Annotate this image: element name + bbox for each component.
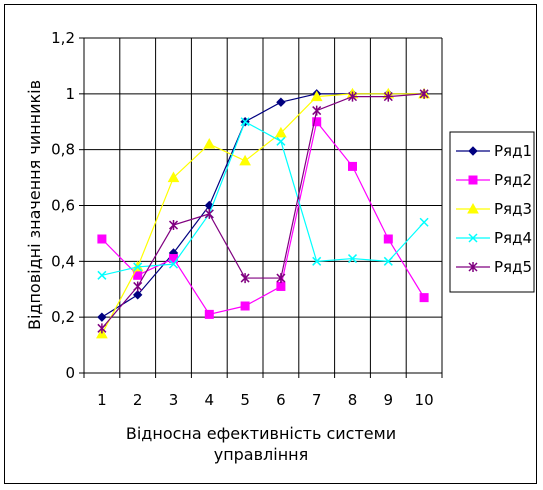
data-point (347, 91, 358, 102)
series-line (101, 120, 425, 276)
y-tick-label: 1 (65, 85, 75, 103)
data-point (383, 256, 393, 266)
data-point (168, 259, 179, 269)
data-point (383, 91, 393, 102)
series-2 (97, 117, 429, 319)
data-point (167, 171, 180, 183)
data-point (168, 220, 179, 231)
legend-item-4: Ряд4 (456, 229, 532, 247)
data-point (96, 327, 108, 339)
x-tick-label: 7 (312, 391, 322, 409)
data-point (240, 117, 250, 127)
legend-item-5: Ряд5 (456, 258, 532, 276)
legend-label: Ряд4 (494, 229, 532, 247)
data-point (97, 323, 107, 334)
legend-label: Ряд5 (494, 258, 532, 276)
x-axis-title-line1: Відносна ефективність системи (126, 424, 396, 443)
data-point (97, 270, 107, 280)
legend-item-3: Ряд3 (456, 200, 532, 218)
x-tick-label: 5 (240, 391, 250, 409)
y-tick-label: 0 (65, 364, 75, 382)
legend-marker (468, 175, 478, 185)
x-tick-label: 10 (415, 391, 434, 409)
legend-box (449, 131, 535, 293)
x-tick-label: 8 (348, 391, 358, 409)
data-point (276, 97, 286, 107)
x-tick-label: 1 (97, 391, 107, 409)
data-point (97, 312, 107, 322)
data-point (97, 234, 107, 244)
data-point (419, 88, 429, 99)
series-line (101, 93, 425, 335)
data-point (383, 234, 393, 244)
data-point (240, 301, 250, 311)
data-point (203, 138, 216, 149)
y-tick-label: 0,8 (51, 141, 75, 159)
data-point (276, 281, 286, 291)
legend-item-1: Ряд1 (456, 142, 532, 160)
data-point (348, 161, 357, 171)
data-point (419, 217, 429, 227)
data-point (132, 290, 143, 300)
legend-marker (468, 233, 478, 243)
axes (79, 37, 443, 378)
legend: Ряд1 Ряд2 Ряд3 Ряд4 Ряд5 (449, 131, 535, 293)
legend-label: Ряд3 (494, 200, 532, 218)
legend-label: Ряд1 (494, 142, 532, 160)
data-point (312, 105, 322, 116)
chart-frame: 0 0,2 0,4 0,6 0,8 1 1,2 1 2 3 4 5 6 7 8 9 10 Відповідні … (4, 4, 537, 484)
series (96, 87, 430, 339)
data-point (276, 136, 286, 146)
x-axis-title-line2: управління (214, 445, 309, 464)
legend-marker (468, 146, 478, 156)
y-tick-label: 0,6 (51, 197, 75, 215)
data-point (312, 256, 322, 266)
x-tick-label: 2 (133, 391, 143, 409)
legend-label: Ряд2 (494, 171, 532, 189)
data-point (240, 273, 250, 284)
data-point (239, 154, 251, 166)
line-chart: 0 0,2 0,4 0,6 0,8 1 1,2 1 2 3 4 5 6 7 8 9 10 Відповідні … (25, 29, 535, 464)
data-point (204, 208, 214, 219)
series-line (101, 93, 425, 329)
data-point (133, 281, 143, 292)
data-point (419, 293, 429, 303)
legend-marker (468, 262, 478, 272)
series-5 (97, 88, 429, 334)
grid (84, 37, 443, 373)
x-tick-label: 3 (169, 391, 179, 409)
y-tick-label: 0,4 (51, 252, 75, 270)
tick-labels: 0 0,2 0,4 0,6 0,8 1 1,2 1 2 3 4 5 6 7 8 9 10 (51, 29, 434, 409)
data-point (310, 90, 323, 102)
data-point (275, 126, 287, 138)
data-point (347, 254, 358, 264)
data-point (133, 262, 143, 272)
data-point (312, 117, 322, 127)
x-tick-label: 6 (276, 391, 286, 409)
y-axis-title: Відповідні значення чинників (25, 80, 44, 330)
x-tick-label: 4 (205, 391, 215, 409)
y-tick-label: 0,2 (51, 308, 75, 326)
legend-marker (467, 202, 479, 214)
data-point (276, 273, 286, 284)
y-tick-label: 1,2 (51, 29, 75, 47)
x-tick-label: 9 (384, 391, 394, 409)
data-point (204, 309, 214, 319)
legend-item-2: Ряд2 (456, 171, 532, 189)
series-line (101, 120, 425, 316)
